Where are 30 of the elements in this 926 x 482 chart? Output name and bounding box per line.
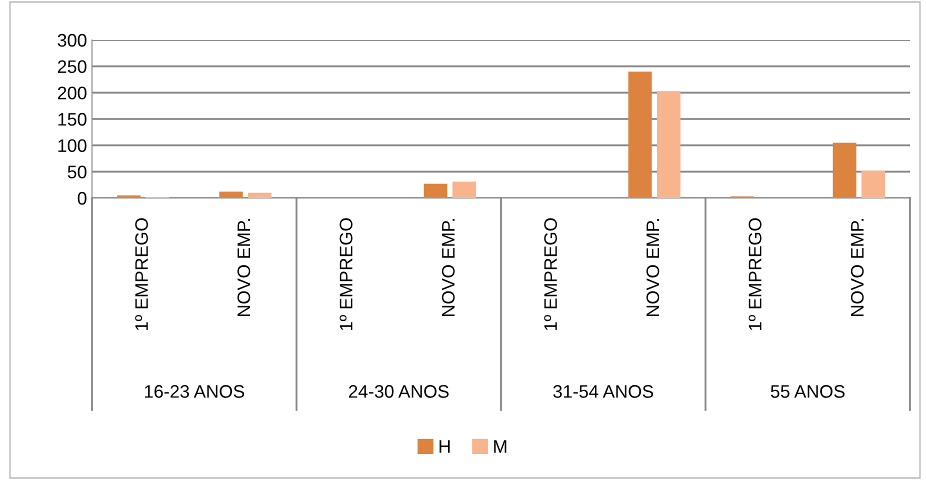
x-tick-label: 1º EMPREGO [544, 218, 557, 330]
legend-label: H [440, 440, 450, 453]
x-tick-label: NOVO EMP. [646, 219, 660, 316]
x-tick-label: 1º EMPREGO [340, 218, 352, 330]
x-tick-label: 1º EMPREGO [748, 218, 762, 330]
x-tick-label: NOVO EMP. [850, 219, 864, 316]
y-tick-label: 50 [68, 166, 86, 178]
x-tick-label: NOVO EMP. [442, 219, 455, 316]
bar [219, 192, 243, 198]
bar [861, 170, 885, 198]
text: 16-23 ANOS [144, 385, 244, 398]
bar [628, 72, 652, 198]
y-tick-label: 150 [58, 112, 86, 126]
x-tick-label: 1º EMPREGO [135, 218, 148, 330]
x-tick-label: NOVO EMP. [237, 219, 250, 316]
y-tick-label: 250 [58, 60, 86, 74]
y-tick-label: 300 [58, 34, 86, 47]
text: 31-54 ANOS [553, 385, 654, 398]
text: 55 ANOS [770, 385, 845, 398]
y-tick-label: 100 [58, 139, 86, 152]
text: 24-30 ANOS [348, 385, 449, 398]
bar [832, 142, 856, 198]
bar [248, 192, 272, 198]
y-tick-label: 200 [58, 86, 86, 100]
bar [656, 91, 680, 198]
legend-label: M [494, 440, 506, 453]
bar [452, 182, 476, 198]
bar [117, 195, 141, 198]
y-tick-label: 0 [78, 192, 86, 205]
bar [424, 184, 448, 198]
